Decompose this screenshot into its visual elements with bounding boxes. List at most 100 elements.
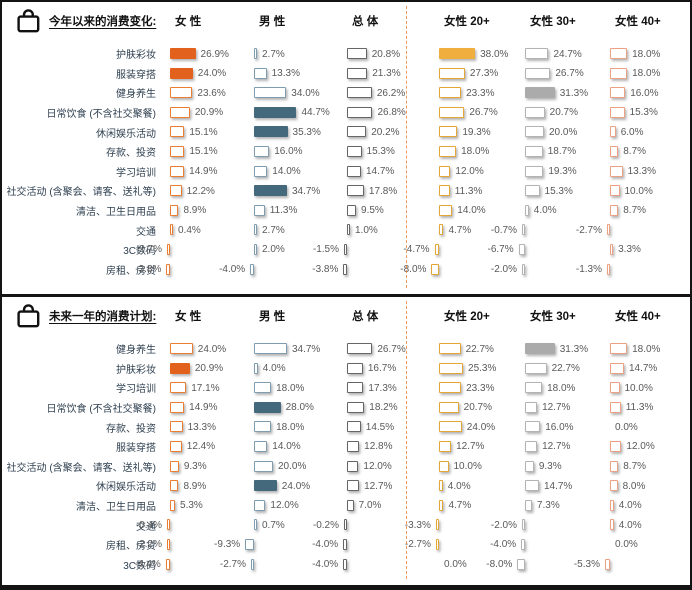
bar [170, 460, 179, 472]
bar [525, 185, 540, 197]
category-row: 休闲娱乐活动 8.9% 24.0% 12.7% 4.0% 14.7% 8.0% [2, 476, 690, 496]
value-label: 20.9% [194, 107, 224, 119]
value-label: 34.7% [291, 343, 321, 355]
category-row: 日常饮食 (不含社交聚餐) 14.9% 28.0% 18.2% 20.7% 12.7% 11… [2, 398, 690, 418]
bar [254, 48, 257, 59]
value-label: -2.7% [219, 559, 246, 571]
bar [525, 362, 547, 374]
bar [170, 362, 190, 374]
panel-title-group: 未来一年的消费计划: [2, 303, 170, 330]
bar [610, 185, 620, 197]
bar-cell: -3.8% [135, 260, 254, 280]
bar [610, 382, 620, 394]
bar [347, 362, 363, 374]
bar-cell: -0.4% [136, 515, 254, 535]
bar [170, 185, 182, 197]
bar-cell: 14.5% [347, 417, 439, 437]
bar [254, 67, 267, 79]
bar [347, 440, 360, 452]
bar [439, 67, 465, 79]
bar-cell: -4.0% [490, 535, 610, 555]
bar [344, 243, 347, 255]
value-label: 20.8% [371, 48, 401, 60]
bar-cell: 0.4% [170, 220, 254, 240]
category-row: 交通 0.4% 2.7% 1.0% 4.7% -0.7% -2.7% [2, 220, 690, 240]
value-label: 19.3% [548, 166, 577, 178]
bar [254, 440, 268, 452]
value-label: 19.3% [462, 126, 491, 138]
value-label: 13.3% [187, 421, 216, 433]
bar-cell: 18.0% [610, 64, 690, 84]
bar [610, 48, 628, 59]
value-label: 14.0% [272, 166, 301, 178]
category-label: 健身养生 [116, 89, 156, 101]
value-label: -4.0% [490, 539, 517, 551]
bar [254, 185, 287, 197]
bar-cell: 15.1% [170, 142, 254, 162]
value-label: 0.4% [178, 224, 201, 236]
value-label: 24.0% [197, 68, 227, 80]
value-label: 16.0% [630, 87, 659, 99]
value-label: 12.4% [186, 441, 216, 453]
value-label: 11.3% [269, 205, 298, 217]
value-label: 15.3% [366, 146, 395, 158]
bar [254, 362, 258, 374]
bar-cell: 18.7% [525, 142, 610, 162]
bar [439, 145, 457, 157]
bar-cell: 8.7% [610, 457, 690, 477]
value-label: 12.0% [626, 441, 655, 453]
value-label: -2.7% [404, 539, 431, 551]
category-label: 房租、房贷 [106, 265, 156, 277]
category-label: 护肤彩妆 [116, 364, 156, 376]
value-label: 1.0% [355, 224, 378, 236]
bar [522, 519, 525, 531]
bar-cell: 24.7% [525, 44, 610, 64]
category-row: 3C数码 -2.7% 2.0% -1.5% -4.7% -6.7% 3.3% [2, 240, 690, 260]
value-label: 0.7% [262, 519, 285, 531]
bar [525, 106, 545, 118]
bar-cell: 18.0% [610, 44, 690, 64]
value-label: 2.7% [262, 224, 285, 236]
value-label: 23.6% [197, 87, 226, 99]
bar-cell: 44.7% [254, 103, 347, 123]
value-label: 6.0% [620, 126, 644, 138]
value-label: 23.3% [466, 382, 495, 394]
category-label: 日常饮食 (不含社交聚餐) [46, 404, 156, 416]
value-label: 16.7% [367, 363, 397, 375]
bar-cell: 14.7% [347, 162, 439, 182]
bar-cell: 14.0% [439, 201, 525, 221]
bar-cell: 4.7% [439, 220, 525, 240]
bar [610, 343, 628, 354]
bar-cell: 21.3% [347, 64, 439, 84]
bar [347, 204, 357, 216]
bar-cell: 17.8% [347, 181, 439, 201]
column-header: 女 性 [175, 16, 202, 28]
value-label: 20.0% [549, 126, 578, 138]
bar [610, 126, 616, 138]
category-row: 日常饮食 (不含社交聚餐) 20.9% 44.7% 26.8% 26.7% 20.7% 15… [2, 103, 690, 123]
value-label: 12.7% [542, 441, 571, 453]
bar-cell: -3.8% [312, 260, 439, 280]
value-label: 8.0% [622, 480, 646, 492]
value-label: 18.0% [632, 343, 661, 355]
bar [525, 440, 538, 452]
value-label: 24.0% [197, 343, 227, 355]
value-label: -0.4% [135, 519, 162, 531]
value-label: 20.7% [463, 402, 493, 414]
value-label: 35.3% [292, 126, 321, 138]
bar-cell: 12.7% [347, 476, 439, 496]
bar [170, 401, 185, 413]
category-label: 健身养生 [116, 345, 156, 357]
bar [525, 401, 538, 413]
value-label: -4.4% [134, 559, 161, 571]
bar [170, 165, 185, 177]
value-label: 15.3% [544, 185, 573, 197]
bar-cell: 3.3% [610, 240, 690, 260]
value-label: 0.0% [444, 559, 467, 571]
column-header: 总 体 [352, 311, 379, 323]
bar-cell: 35.3% [254, 122, 347, 142]
bar [517, 558, 525, 570]
value-label: 20.0% [278, 461, 307, 473]
bar-cell: 17.3% [347, 378, 439, 398]
value-label: 2.7% [262, 48, 285, 60]
